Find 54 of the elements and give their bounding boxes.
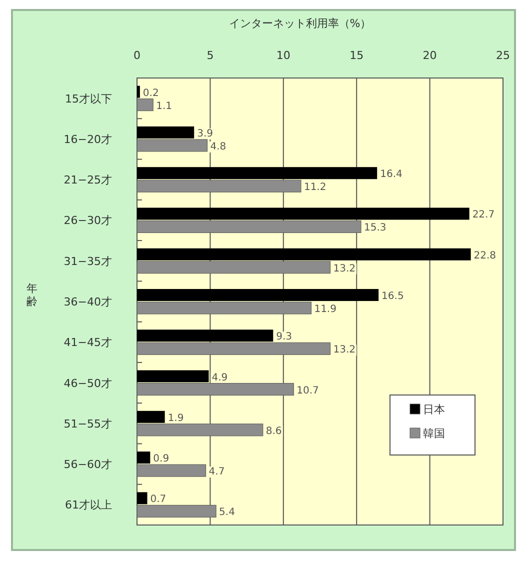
bar — [137, 330, 274, 342]
data-label: 22.8 — [474, 250, 496, 262]
y-tick-label: 21−25才 — [64, 174, 112, 187]
bar — [137, 410, 165, 423]
data-label: 0.7 — [150, 494, 166, 506]
y-tick-label: 51−55才 — [64, 417, 112, 430]
bar — [137, 452, 150, 464]
x-tick-label: 0 — [134, 49, 140, 62]
data-label: 1.9 — [168, 412, 184, 424]
data-label: 1.1 — [156, 100, 172, 112]
data-label: 22.7 — [472, 210, 495, 221]
y-axis-title: 年齢 — [26, 282, 38, 308]
data-label: 15.3 — [364, 222, 386, 234]
y-tick-label: 36−40才 — [64, 296, 112, 308]
x-tick-label: 25 — [496, 49, 510, 62]
data-label: 11.9 — [314, 304, 336, 315]
x-tick-label: 5 — [206, 49, 214, 62]
data-label: 4.7 — [208, 466, 225, 478]
data-label: 13.2 — [333, 263, 356, 274]
y-tick-label: 15才以下 — [65, 92, 112, 106]
bar — [137, 208, 470, 220]
data-label: 11.2 — [304, 182, 326, 194]
data-label: 0.9 — [153, 454, 170, 465]
data-label: 9.3 — [276, 332, 292, 343]
bar — [137, 248, 471, 260]
data-label: 10.7 — [296, 385, 319, 396]
x-tick-label: 15 — [350, 49, 364, 62]
data-label: 16.4 — [380, 169, 402, 180]
data-label: 13.2 — [333, 344, 356, 356]
data-label: 5.4 — [219, 507, 235, 518]
chart-title: インターネット利用率（%） — [228, 17, 372, 30]
bar — [137, 167, 378, 180]
y-tick-label: 31−35才 — [64, 254, 112, 268]
x-tick-label: 20 — [422, 49, 437, 62]
legend-label: 日本 — [423, 403, 445, 416]
bar — [137, 126, 194, 138]
legend-label: 韓国 — [423, 427, 445, 440]
bar — [137, 492, 148, 504]
bar — [137, 86, 140, 98]
data-label: 4.8 — [210, 141, 226, 152]
y-tick-label: 61才以上 — [65, 498, 112, 512]
data-label: 4.9 — [212, 372, 228, 384]
data-label: 16.5 — [382, 291, 404, 302]
data-label: 8.6 — [266, 426, 282, 437]
y-tick-label: 41−45才 — [64, 336, 112, 350]
data-label: 3.9 — [197, 128, 213, 140]
x-tick-label: 10 — [276, 49, 290, 62]
bar — [137, 289, 379, 301]
y-tick-label: 56−60才 — [64, 458, 112, 472]
bar — [137, 370, 209, 382]
data-label: 0.2 — [142, 88, 159, 99]
y-tick-label: 26−30才 — [64, 214, 112, 228]
y-tick-label: 46−50才 — [64, 376, 112, 390]
y-tick-label: 16−20才 — [64, 132, 112, 146]
